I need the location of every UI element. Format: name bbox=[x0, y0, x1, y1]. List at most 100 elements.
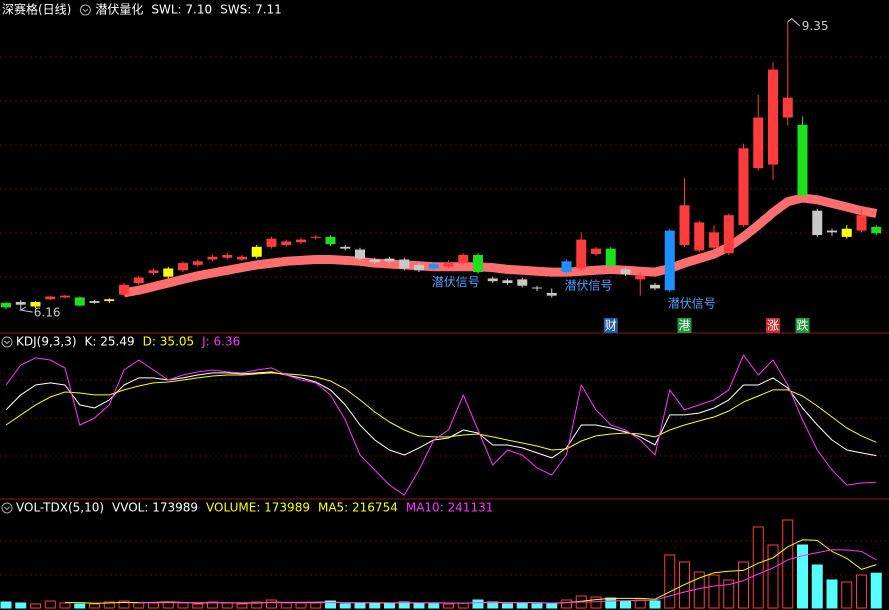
candle-body bbox=[605, 248, 616, 266]
candle-body bbox=[45, 296, 56, 300]
volume-bar bbox=[620, 600, 631, 609]
volume-bar bbox=[15, 602, 27, 609]
volume-bar bbox=[723, 579, 735, 609]
candle-body bbox=[797, 124, 808, 196]
badge-label: 财 bbox=[605, 319, 617, 333]
panel-icon bbox=[1, 336, 13, 348]
volume-bar bbox=[251, 601, 263, 609]
candle-body bbox=[709, 232, 719, 248]
candle-body bbox=[428, 264, 439, 269]
candle-body bbox=[517, 279, 528, 286]
min-label: 6.16 bbox=[34, 306, 61, 320]
candle-body bbox=[148, 270, 159, 274]
volume-bar bbox=[443, 603, 454, 609]
volume-bar bbox=[649, 600, 661, 609]
volume-bar bbox=[0, 601, 12, 609]
badge-label: 涨 bbox=[767, 318, 779, 333]
candle-body bbox=[841, 228, 852, 237]
volume-bar bbox=[30, 603, 41, 609]
volume-ma-line bbox=[138, 549, 877, 604]
volume-bar bbox=[546, 602, 558, 609]
candle-body bbox=[399, 259, 410, 269]
candle-body bbox=[355, 249, 365, 259]
panel-icon bbox=[82, 8, 89, 13]
volume-bar bbox=[266, 599, 277, 609]
candle-body bbox=[237, 256, 247, 260]
badge bbox=[677, 318, 692, 333]
volume-bar bbox=[752, 526, 764, 609]
legend-entry: SWS: 7.11 bbox=[220, 3, 282, 17]
volume-bar bbox=[605, 597, 617, 609]
signal-label: 潜伏信号 bbox=[668, 297, 716, 311]
volume-bar bbox=[369, 603, 381, 609]
candle-body bbox=[768, 69, 778, 165]
panel-icon bbox=[4, 340, 10, 345]
candle-body bbox=[694, 222, 705, 251]
kdj-line bbox=[5, 371, 877, 459]
candle-body bbox=[487, 278, 498, 282]
min-pointer bbox=[19, 306, 33, 313]
candle-body bbox=[753, 117, 764, 169]
volume-bar bbox=[325, 600, 336, 609]
candle-body bbox=[207, 256, 218, 260]
candle-body bbox=[502, 280, 513, 283]
candle-body bbox=[635, 275, 646, 280]
volume-bar bbox=[870, 572, 882, 609]
volume-bar bbox=[103, 601, 115, 609]
volume-bar bbox=[192, 603, 204, 609]
signal-label: 潜伏信号 bbox=[565, 278, 613, 292]
candle-body bbox=[679, 205, 690, 246]
candle-body bbox=[60, 295, 70, 298]
ma-band bbox=[123, 193, 878, 298]
volume-bar bbox=[664, 554, 676, 609]
candle-body bbox=[473, 254, 483, 273]
candle-body bbox=[414, 264, 424, 271]
legend-entry: MA5: 216754 bbox=[318, 501, 398, 515]
max-pointer bbox=[787, 18, 801, 27]
candle-body bbox=[369, 259, 380, 263]
candle-body bbox=[222, 254, 233, 258]
volume-bar bbox=[339, 603, 351, 609]
volume-bar bbox=[118, 600, 130, 609]
legend-entry: SWL: 7.10 bbox=[151, 3, 212, 17]
legend-entry: D: 35.05 bbox=[143, 335, 194, 349]
candle-body bbox=[325, 236, 336, 245]
candle-body bbox=[340, 246, 351, 249]
panel-icon bbox=[1, 502, 13, 514]
candle-body bbox=[561, 261, 572, 273]
candle-body bbox=[620, 269, 631, 274]
volume-bar bbox=[797, 544, 808, 609]
kdj-line bbox=[5, 372, 877, 451]
kdj-line bbox=[5, 354, 877, 496]
badge bbox=[766, 318, 780, 333]
candle-body bbox=[15, 301, 26, 305]
volume-bar bbox=[236, 603, 248, 609]
candle-body bbox=[163, 268, 174, 277]
panel-icon bbox=[79, 4, 91, 16]
legend-entry: J: 6.36 bbox=[201, 335, 240, 349]
volume-bar bbox=[590, 596, 602, 609]
volume-bar bbox=[398, 601, 410, 609]
candle-body bbox=[782, 97, 793, 118]
candle-body bbox=[119, 284, 129, 295]
badge bbox=[603, 318, 618, 333]
volume-bar bbox=[89, 603, 100, 609]
candle-body bbox=[251, 246, 262, 257]
candle-body bbox=[738, 148, 749, 226]
candle-body bbox=[650, 284, 660, 289]
volume-bar bbox=[856, 574, 867, 609]
candle-body bbox=[664, 230, 675, 291]
volume-bar bbox=[413, 602, 425, 609]
volume-bar bbox=[708, 574, 720, 609]
candle-body bbox=[192, 261, 203, 265]
volume-bar bbox=[516, 602, 528, 609]
candle-body bbox=[591, 248, 601, 255]
volume-bar bbox=[428, 602, 440, 609]
badge-label: 跌 bbox=[796, 318, 808, 333]
candle-body bbox=[281, 241, 292, 246]
candle-body bbox=[546, 292, 557, 296]
volume-bar bbox=[811, 564, 823, 609]
